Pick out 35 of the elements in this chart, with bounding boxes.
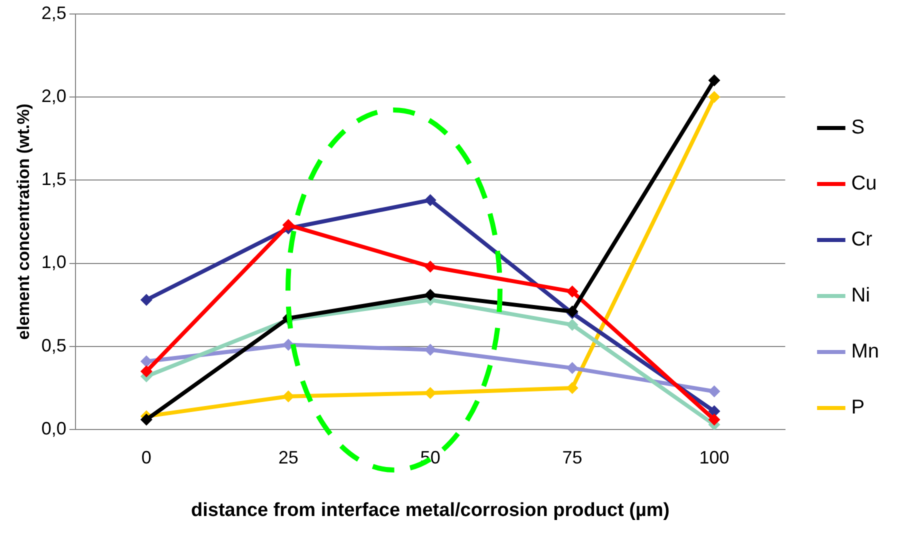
point bbox=[140, 294, 152, 306]
point bbox=[424, 288, 436, 301]
y-axis-title: element concentration (wt.%) bbox=[14, 104, 33, 340]
x-axis-title: distance from interface metal/corrosion product (µm) bbox=[190, 500, 670, 521]
point bbox=[282, 390, 294, 402]
x-tick-label: 75 bbox=[562, 447, 582, 468]
point bbox=[708, 385, 720, 398]
point bbox=[566, 318, 578, 331]
point bbox=[566, 382, 578, 394]
point bbox=[424, 260, 436, 273]
y-tick-label: 0,0 bbox=[41, 418, 66, 439]
point bbox=[282, 219, 294, 232]
y-tick-label: 1,0 bbox=[41, 252, 66, 272]
x-tick-label: 25 bbox=[278, 447, 298, 468]
y-tick-label: 2,5 bbox=[41, 2, 66, 23]
legend-label: P bbox=[851, 396, 865, 419]
point bbox=[566, 362, 578, 374]
legend-label: Cr bbox=[851, 228, 873, 251]
point bbox=[708, 90, 720, 103]
point bbox=[140, 365, 152, 378]
point bbox=[140, 414, 152, 426]
x-tick-label: 0 bbox=[141, 447, 152, 468]
point bbox=[566, 286, 578, 298]
point bbox=[708, 74, 720, 86]
point bbox=[424, 194, 436, 206]
legend-label: Ni bbox=[851, 284, 870, 307]
x-tick-label: 100 bbox=[699, 447, 730, 468]
point bbox=[140, 355, 152, 368]
point bbox=[708, 414, 720, 426]
y-tick-label: 1,5 bbox=[41, 169, 66, 190]
y-tick-label: 2,0 bbox=[41, 86, 66, 106]
legend-label: Cu bbox=[851, 172, 877, 195]
legend-label: Mn bbox=[851, 340, 880, 363]
legend-label: S bbox=[851, 116, 865, 139]
y-tick-label: 0,5 bbox=[41, 335, 66, 356]
